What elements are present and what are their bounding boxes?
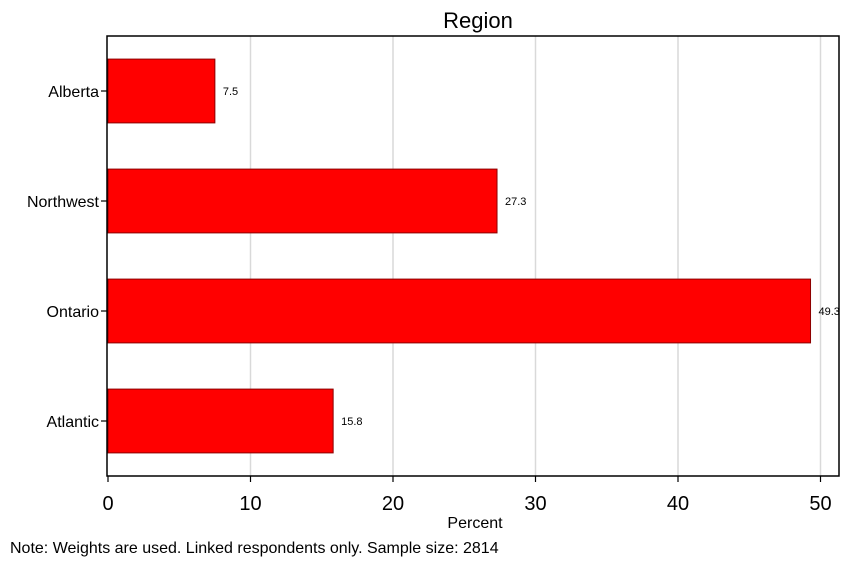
plot-frame [106,35,840,477]
bar [107,278,812,344]
bar-value-label: 7.5 [223,86,238,98]
x-tick-label: 30 [524,493,546,515]
bar-value-label: 49.3 [819,306,840,318]
x-tick-label: 50 [809,493,831,515]
x-tick-label: 40 [667,493,689,515]
category-label: Northwest [27,194,100,211]
x-tick-label: 20 [382,493,404,515]
chart-title: Region [443,8,513,33]
category-label: Ontario [47,304,100,321]
bars [107,58,812,454]
value-labels: 7.5 27.3 49.3 15.8 [223,86,840,428]
x-tick-label: 10 [239,493,261,515]
x-axis-ticks: 0 10 20 30 40 50 [102,476,832,515]
footnote: Note: Weights are used. Linked responden… [10,540,499,557]
category-labels: Alberta Northwest Ontario Atlantic [27,84,107,431]
x-axis-label: Percent [447,515,503,532]
bar-value-label: 15.8 [341,416,362,428]
bar [107,58,216,124]
bar [107,168,498,234]
bar [107,388,334,454]
x-tick-label: 0 [102,493,113,515]
category-label: Atlantic [47,414,99,431]
bar-value-label: 27.3 [505,196,526,208]
category-label: Alberta [48,84,99,101]
